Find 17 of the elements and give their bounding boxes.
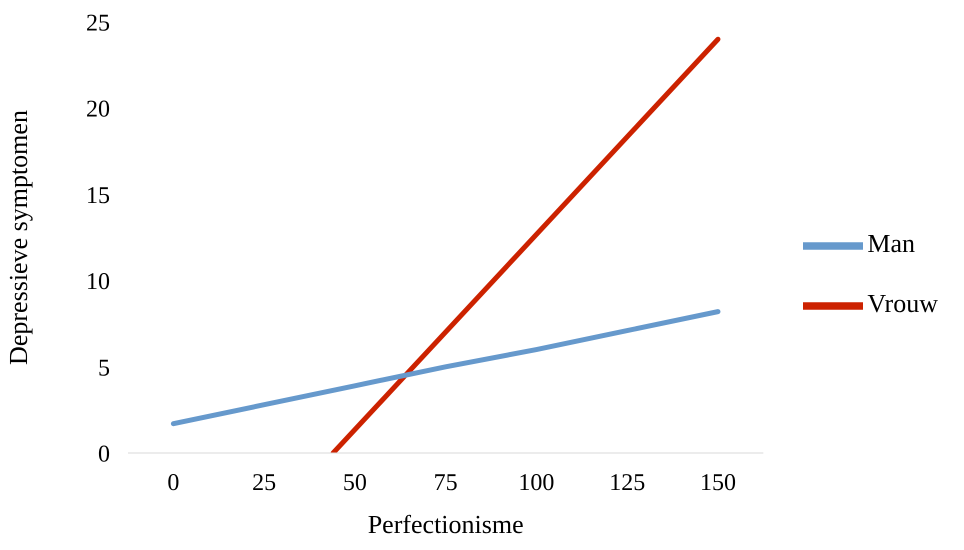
y-tick-label: 10	[86, 269, 110, 296]
legend-label: Vrouw	[867, 288, 938, 318]
y-tick-label: 5	[98, 355, 110, 382]
x-tick-label: 150	[700, 470, 736, 496]
y-axis-title: Depressieve symptomen	[4, 110, 34, 365]
x-tick-label: 75	[434, 470, 458, 496]
y-tick-label: 20	[86, 96, 110, 123]
y-tick-label: 0	[98, 442, 110, 468]
legend-label: Man	[867, 228, 916, 258]
y-tick-label: 15	[86, 182, 110, 209]
x-tick-label: 100	[518, 470, 554, 496]
x-tick-label: 50	[342, 470, 367, 496]
x-tick-label: 0	[167, 470, 180, 496]
y-tick-label: 25	[86, 10, 110, 37]
x-tick-label: 125	[609, 470, 646, 496]
x-axis-title: Perfectionisme	[368, 510, 524, 539]
x-tick-label: 25	[252, 470, 276, 496]
